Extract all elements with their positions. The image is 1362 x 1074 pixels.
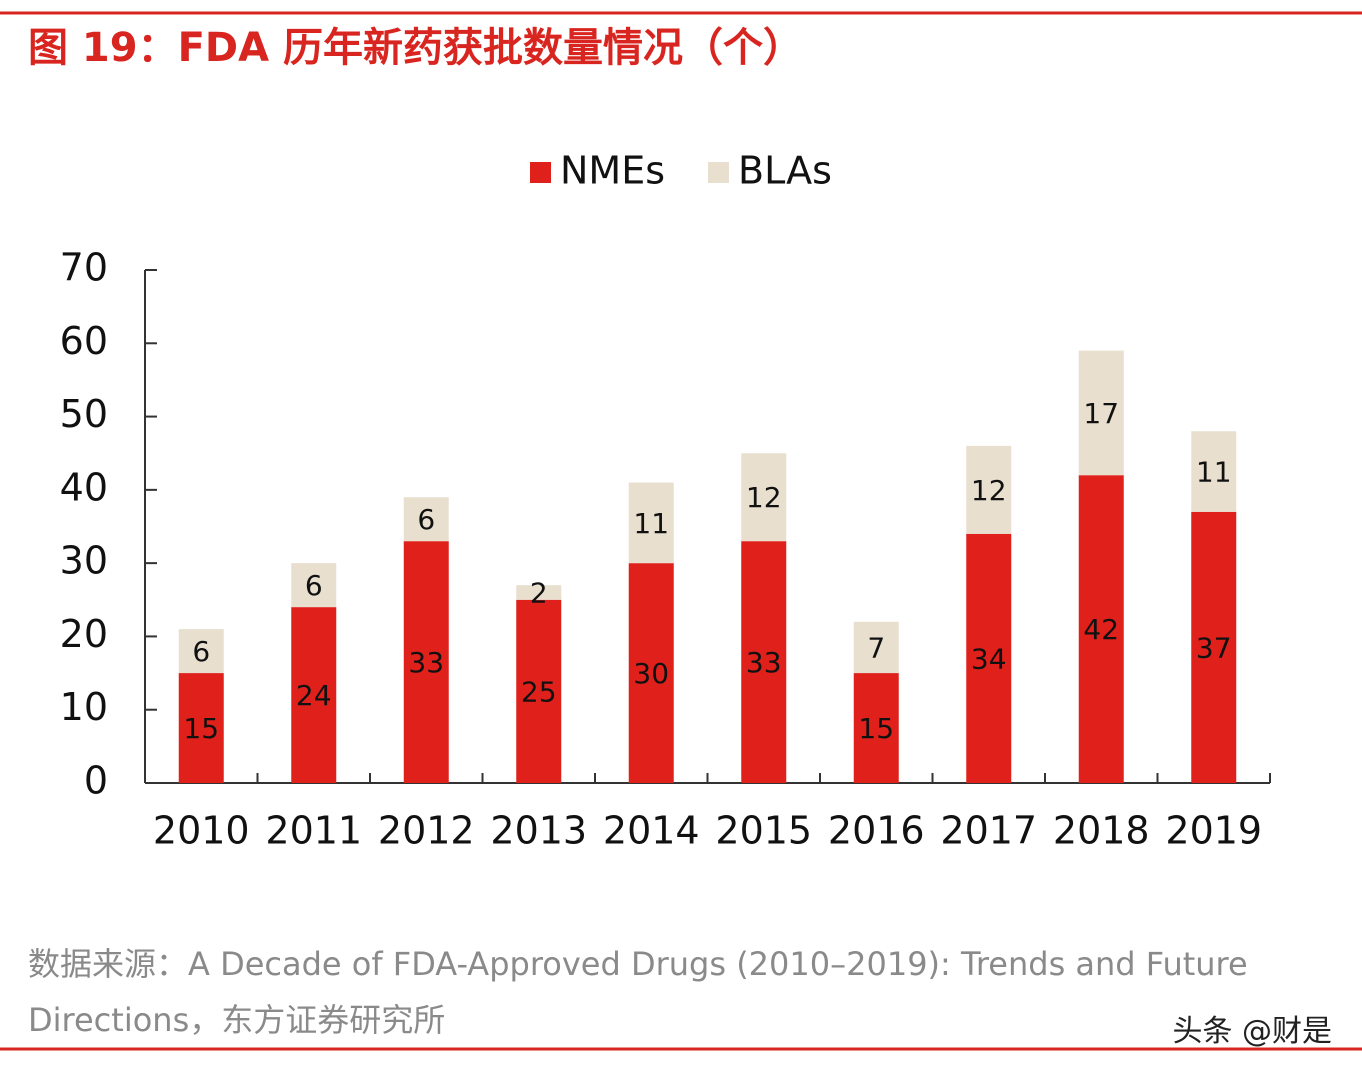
data-label: 15 xyxy=(858,712,894,745)
data-label: 2 xyxy=(530,576,548,609)
x-tick-label: 2015 xyxy=(715,809,812,853)
bar-segment xyxy=(291,607,337,783)
y-tick-label: 10 xyxy=(60,685,108,729)
y-tick-label: 30 xyxy=(60,539,108,583)
bar-segment xyxy=(628,482,674,564)
data-label: 30 xyxy=(633,657,669,690)
x-tick-label: 2017 xyxy=(940,809,1037,853)
y-tick-label: 70 xyxy=(60,246,108,290)
y-tick-label: 60 xyxy=(60,319,108,363)
x-tick-label: 2012 xyxy=(378,809,475,853)
bar-segment xyxy=(966,533,1012,783)
legend-swatch xyxy=(708,162,729,183)
legend-label: NMEs xyxy=(560,149,665,193)
bar-segment xyxy=(741,541,787,783)
legend-swatch xyxy=(530,162,551,183)
data-label: 33 xyxy=(746,646,782,679)
bar-segment xyxy=(291,563,337,608)
bar-segment xyxy=(853,673,899,783)
x-tick-label: 2014 xyxy=(603,809,700,853)
source-note: 数据来源：A Decade of FDA-Approved Drugs (201… xyxy=(28,945,1248,1039)
data-label: 24 xyxy=(296,679,332,712)
bar-segment xyxy=(741,453,787,542)
x-tick-label: 2013 xyxy=(490,809,587,853)
bar-segment xyxy=(178,629,224,674)
x-tick-label: 2019 xyxy=(1165,809,1262,853)
y-tick-label: 50 xyxy=(60,392,108,436)
data-label: 6 xyxy=(305,569,323,602)
bar-segment xyxy=(1191,511,1237,783)
data-label: 7 xyxy=(867,631,885,664)
bar-segment xyxy=(516,599,562,783)
x-tick-label: 2018 xyxy=(1053,809,1150,853)
bar-segment xyxy=(1078,350,1124,476)
watermark: 头条 @财是 xyxy=(1172,1014,1332,1049)
bar-segment xyxy=(403,497,449,542)
data-label: 11 xyxy=(1196,456,1232,489)
legend-label: BLAs xyxy=(738,149,832,193)
x-tick-label: 2010 xyxy=(153,809,250,853)
bar-segment xyxy=(628,563,674,783)
data-label: 42 xyxy=(1083,613,1119,646)
bar-segment xyxy=(403,541,449,783)
data-label: 25 xyxy=(521,675,557,708)
bar-segment xyxy=(178,673,224,783)
bar-segment xyxy=(1078,475,1124,783)
y-tick-label: 40 xyxy=(60,465,108,509)
data-label: 15 xyxy=(183,712,219,745)
x-tick-label: 2016 xyxy=(828,809,925,853)
data-label: 33 xyxy=(408,646,444,679)
data-label: 12 xyxy=(971,474,1007,507)
y-tick-label: 0 xyxy=(84,759,108,803)
data-label: 34 xyxy=(971,642,1007,675)
x-tick-label: 2011 xyxy=(265,809,362,853)
y-tick-label: 20 xyxy=(60,612,108,656)
bar-segment xyxy=(966,445,1012,534)
bar-segment xyxy=(516,585,562,600)
data-label: 17 xyxy=(1083,397,1119,430)
data-label: 6 xyxy=(192,635,210,668)
data-label: 12 xyxy=(746,481,782,514)
data-label: 6 xyxy=(417,503,435,536)
data-label: 11 xyxy=(633,507,669,540)
bar-segment xyxy=(1191,431,1237,512)
bar-segment xyxy=(853,621,899,674)
data-label: 37 xyxy=(1196,631,1232,664)
chart-title: 图 19：FDA 历年新药获批数量情况（个） xyxy=(28,25,803,71)
